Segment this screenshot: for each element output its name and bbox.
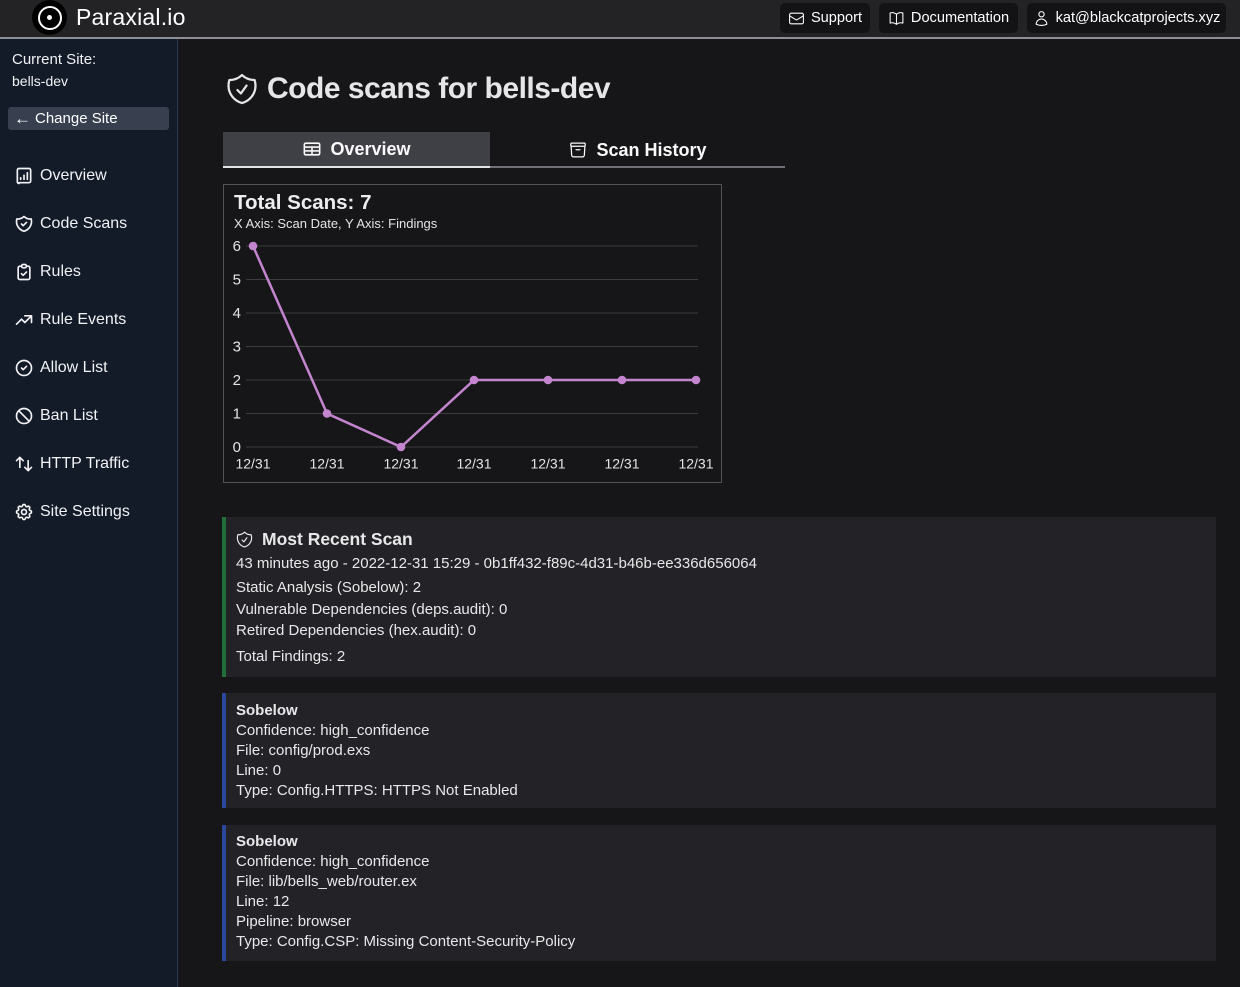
svg-text:1: 1: [233, 406, 241, 423]
svg-text:12/31: 12/31: [530, 456, 565, 472]
svg-text:12/31: 12/31: [604, 456, 639, 472]
svg-text:12/31: 12/31: [235, 456, 270, 472]
svg-text:12/31: 12/31: [309, 456, 344, 472]
svg-text:2: 2: [233, 372, 241, 389]
svg-text:12/31: 12/31: [678, 456, 713, 472]
svg-text:6: 6: [233, 238, 241, 255]
svg-text:4: 4: [233, 305, 241, 322]
svg-text:0: 0: [233, 439, 241, 456]
svg-text:3: 3: [233, 339, 241, 356]
svg-text:12/31: 12/31: [456, 456, 491, 472]
svg-text:5: 5: [233, 272, 241, 289]
svg-text:12/31: 12/31: [383, 456, 418, 472]
